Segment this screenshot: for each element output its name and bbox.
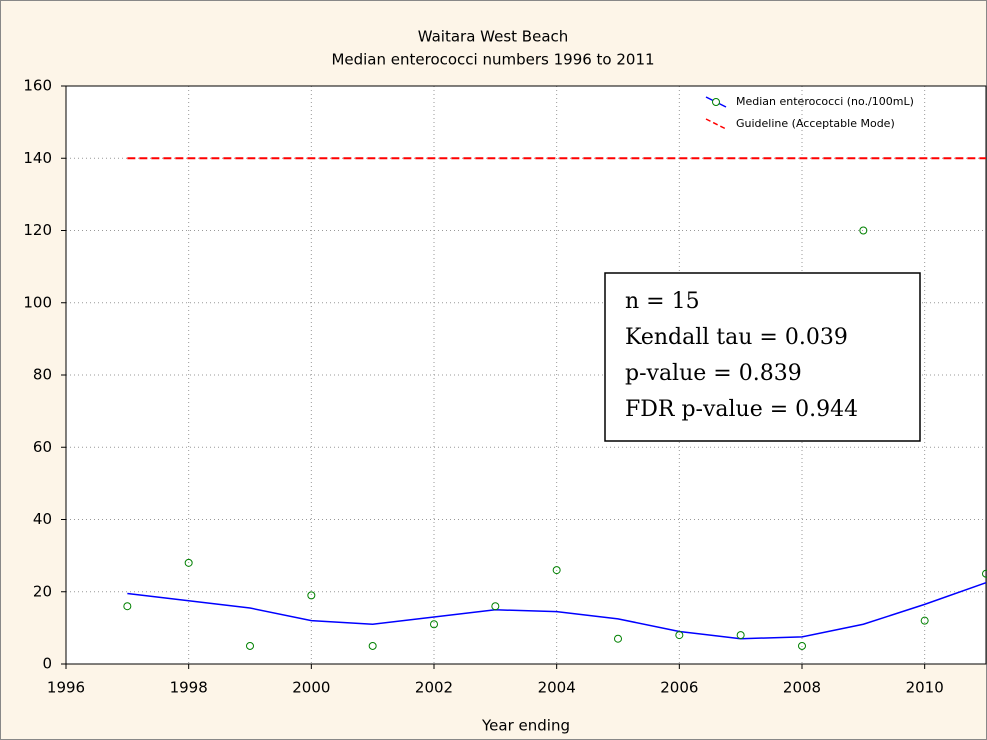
point	[552, 566, 561, 575]
legend-swatch	[712, 98, 720, 106]
y-tick-label: 140	[23, 149, 52, 167]
point	[675, 631, 684, 640]
y-tick-label: 20	[33, 582, 52, 600]
chart-title: Waitara West Beach	[418, 28, 569, 46]
y-tick-label: 100	[23, 293, 52, 311]
point	[614, 634, 622, 643]
point	[920, 616, 929, 625]
legend-label: Guideline (Acceptable Mode)	[736, 117, 895, 130]
legend-label: Median enterococci (no./100mL)	[736, 95, 914, 108]
point	[246, 641, 254, 650]
point	[736, 631, 745, 640]
y-tick-label: 120	[23, 221, 52, 239]
point	[491, 602, 500, 611]
x-tick-label: 2002	[415, 679, 453, 697]
point	[859, 226, 868, 235]
x-tick-label: 2008	[783, 679, 821, 697]
trend-line	[127, 582, 987, 640]
y-tick-label: 160	[23, 77, 52, 95]
point	[430, 620, 438, 629]
y-tick-label: 40	[33, 510, 52, 528]
x-tick-label: 2000	[292, 679, 330, 697]
point	[798, 641, 806, 650]
annotation-box	[604, 272, 921, 442]
y-tick-label: 80	[33, 366, 52, 384]
x-tick-label: 1998	[170, 679, 208, 697]
x-tick-label: 2010	[906, 679, 944, 697]
point	[123, 602, 132, 611]
y-tick-label: 60	[33, 438, 52, 456]
x-tick-label: 2006	[660, 679, 698, 697]
annotation-line: FDR p-value = 0.944	[625, 397, 858, 422]
legend-swatch	[705, 118, 727, 130]
point	[368, 641, 377, 650]
point	[307, 591, 316, 600]
x-axis-title: Year ending	[481, 717, 570, 735]
annotation-line: Kendall tau = 0.039	[625, 325, 848, 350]
x-tick-label: 2004	[538, 679, 576, 697]
point	[982, 569, 987, 578]
annotation-line: p-value = 0.839	[625, 361, 802, 386]
annotation-line: n = 15	[625, 289, 700, 314]
y-tick-label: 0	[42, 655, 52, 673]
plot-frame	[65, 85, 987, 665]
point	[184, 558, 193, 567]
x-tick-label: 1996	[47, 679, 85, 697]
chart-subtitle: Median enterococci numbers 1996 to 2011	[331, 51, 654, 69]
